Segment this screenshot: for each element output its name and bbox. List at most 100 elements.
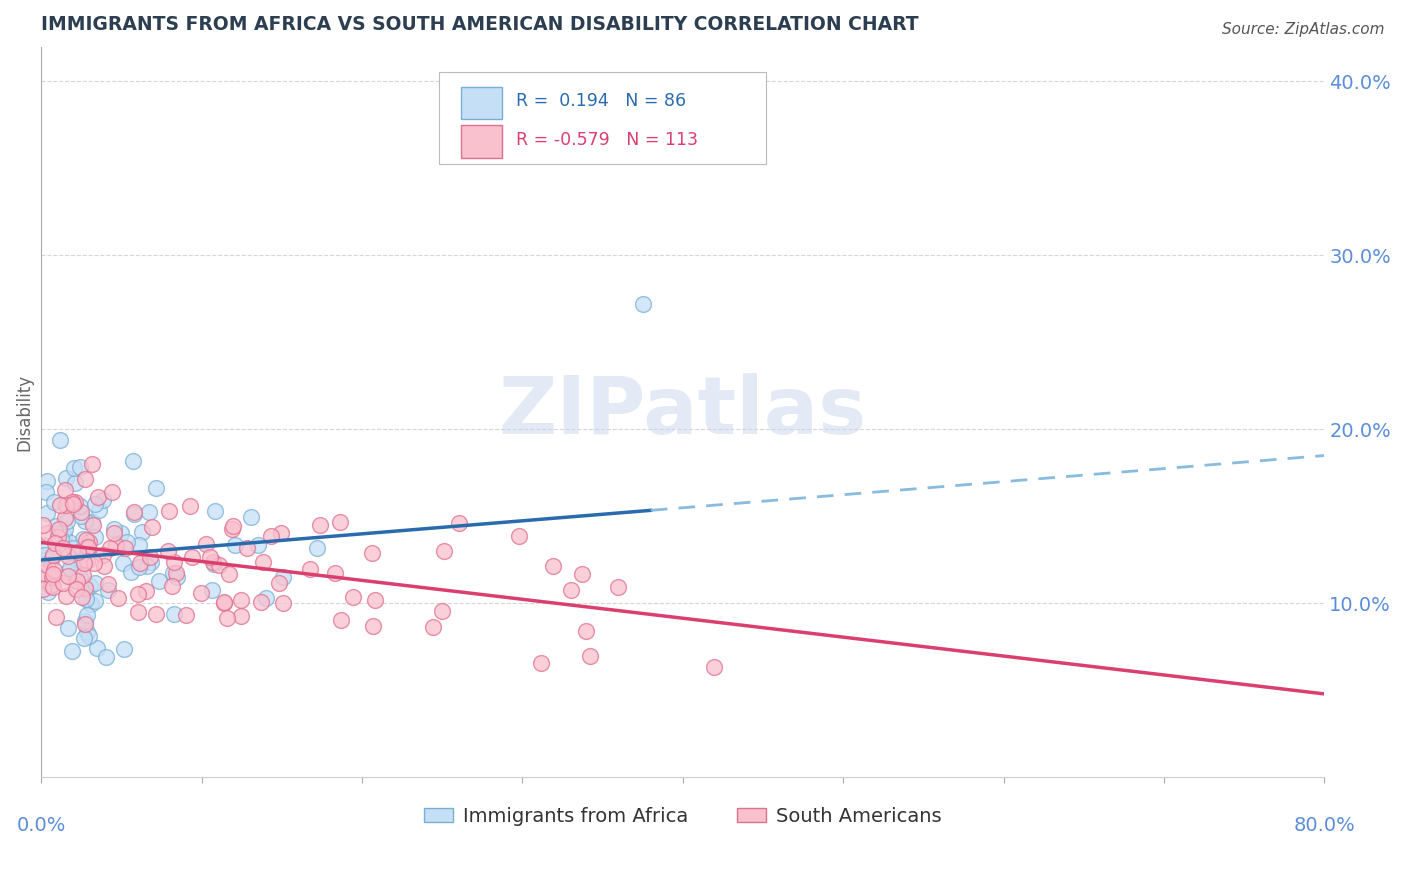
Point	[128, 559, 150, 574]
Point	[224, 538, 246, 552]
Point	[69, 570, 91, 584]
Point	[631, 297, 654, 311]
Point	[176, 607, 198, 622]
Point	[60, 644, 83, 658]
Point	[55, 471, 77, 485]
Point	[75, 583, 97, 598]
Point	[41, 566, 63, 581]
Text: R =  0.194   N = 86: R = 0.194 N = 86	[516, 93, 686, 111]
Point	[76, 607, 98, 622]
Point	[76, 554, 98, 568]
Point	[56, 565, 79, 579]
Point	[73, 614, 96, 628]
Point	[80, 597, 103, 611]
Point	[560, 582, 582, 597]
Text: Source: ZipAtlas.com: Source: ZipAtlas.com	[1222, 22, 1385, 37]
FancyBboxPatch shape	[439, 72, 766, 163]
Point	[73, 556, 96, 570]
Point	[422, 620, 444, 634]
Point	[114, 541, 136, 555]
Text: ZIPatlas: ZIPatlas	[499, 373, 868, 451]
Point	[73, 472, 96, 486]
Point	[342, 590, 364, 604]
Point	[571, 566, 593, 581]
Point	[97, 577, 120, 591]
Point	[70, 508, 93, 523]
Point	[135, 584, 157, 599]
Point	[194, 537, 217, 551]
Point	[87, 503, 110, 517]
Point	[49, 532, 72, 546]
Point	[163, 554, 186, 568]
Point	[46, 530, 69, 544]
Point	[73, 581, 96, 595]
Point	[53, 521, 76, 535]
Point	[62, 541, 84, 555]
Point	[131, 525, 153, 540]
Point	[63, 460, 86, 475]
Point	[259, 529, 281, 543]
Point	[55, 589, 77, 603]
Point	[103, 526, 125, 541]
Point	[162, 566, 184, 581]
Point	[42, 564, 65, 578]
Point	[271, 596, 294, 610]
Point	[148, 574, 170, 589]
Point	[79, 579, 101, 593]
Point	[607, 580, 630, 594]
Bar	[461, 126, 502, 158]
Point	[49, 498, 72, 512]
Point	[157, 544, 180, 558]
Point	[63, 573, 86, 587]
Point	[93, 559, 115, 574]
Point	[56, 568, 79, 582]
Point	[80, 515, 103, 529]
Point	[73, 514, 96, 528]
Point	[221, 522, 243, 536]
Point	[145, 481, 167, 495]
Point	[44, 495, 66, 509]
Point	[39, 577, 62, 591]
Point	[37, 584, 59, 599]
Point	[430, 604, 453, 618]
Point	[212, 595, 235, 609]
Point	[305, 541, 328, 555]
Point	[165, 566, 187, 580]
Point	[65, 582, 87, 597]
Point	[201, 555, 224, 569]
Point	[229, 609, 252, 624]
Point	[45, 518, 67, 533]
Point	[52, 541, 75, 556]
Point	[138, 550, 160, 565]
Point	[35, 526, 58, 541]
Point	[181, 549, 204, 564]
Point	[32, 582, 55, 596]
Point	[63, 475, 86, 490]
Point	[72, 567, 94, 582]
Point	[271, 570, 294, 584]
Point	[56, 621, 79, 635]
Point	[58, 535, 80, 549]
Point	[208, 558, 231, 573]
Point	[32, 566, 55, 581]
Point	[45, 610, 67, 624]
Point	[35, 484, 58, 499]
Point	[83, 497, 105, 511]
Point	[217, 611, 239, 625]
Point	[76, 624, 98, 639]
Point	[70, 554, 93, 568]
Point	[145, 607, 167, 621]
Point	[309, 518, 332, 533]
Point	[62, 497, 84, 511]
Point	[235, 541, 257, 555]
Point	[112, 641, 135, 656]
Point	[52, 529, 75, 543]
Point	[66, 545, 89, 559]
Point	[179, 499, 201, 513]
Point	[508, 529, 530, 543]
Point	[91, 492, 114, 507]
Point	[299, 562, 322, 576]
Point	[69, 500, 91, 514]
Point	[122, 507, 145, 521]
Point	[246, 538, 269, 552]
